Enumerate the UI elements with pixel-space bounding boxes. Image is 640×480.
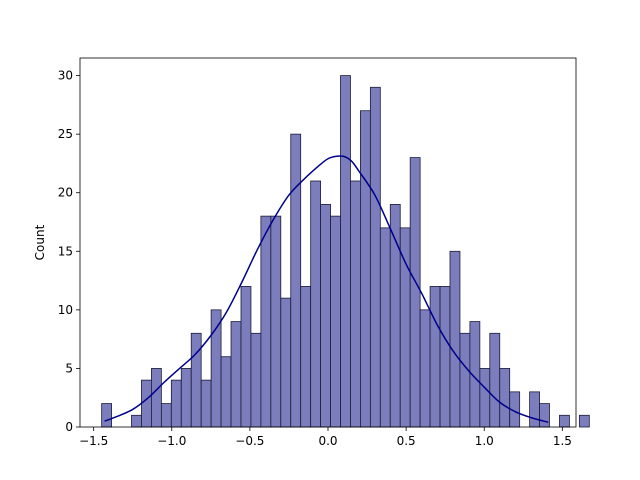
x-tick-label: −0.5 bbox=[235, 434, 264, 448]
x-tick-label: 1.5 bbox=[553, 434, 572, 448]
histogram-bar bbox=[379, 227, 391, 428]
x-tick-label: 0.5 bbox=[397, 434, 416, 448]
x-axis: −1.5 −1.0 −0.5 0.0 0.5 1.0 1.5 bbox=[79, 427, 572, 448]
histogram-bar bbox=[409, 157, 421, 428]
y-axis: 0 5 10 15 20 25 30 bbox=[58, 69, 80, 434]
histogram-bar bbox=[270, 215, 282, 428]
x-tick-label: −1.0 bbox=[157, 434, 186, 448]
histogram-bar bbox=[290, 133, 302, 428]
histogram-bar bbox=[419, 309, 431, 428]
histogram-bar bbox=[300, 286, 312, 428]
histogram-bar bbox=[429, 286, 441, 428]
histogram-bar bbox=[578, 414, 590, 428]
y-tick-label: 25 bbox=[58, 127, 73, 141]
histogram-bar bbox=[151, 368, 162, 428]
histogram-bar bbox=[131, 414, 142, 428]
histogram-bar bbox=[389, 204, 401, 428]
histogram-bar bbox=[190, 332, 202, 428]
histogram-bar bbox=[170, 379, 182, 428]
x-tick-label: −1.5 bbox=[79, 434, 108, 448]
histogram-bar bbox=[340, 75, 351, 428]
histogram-bar bbox=[330, 215, 341, 428]
histogram-bar bbox=[489, 332, 501, 428]
histogram-bar bbox=[449, 250, 461, 428]
histogram-bar bbox=[559, 414, 570, 428]
kde-curve bbox=[104, 155, 549, 424]
histogram-bar bbox=[240, 286, 252, 428]
histogram-bar bbox=[180, 368, 192, 428]
histogram-bar bbox=[200, 379, 212, 428]
histogram-bar bbox=[220, 356, 232, 428]
histogram-bar bbox=[369, 86, 381, 428]
histogram-bar bbox=[399, 227, 411, 428]
histogram-bar bbox=[160, 403, 172, 428]
x-tick-label: 1.0 bbox=[475, 434, 494, 448]
y-tick-label: 15 bbox=[58, 244, 73, 258]
histogram-bar bbox=[439, 286, 451, 428]
histogram-bar bbox=[350, 180, 361, 428]
y-axis-label: Count bbox=[33, 224, 47, 260]
y-tick-label: 30 bbox=[58, 69, 73, 83]
x-tick-label: 0.0 bbox=[318, 434, 337, 448]
histogram-bar bbox=[479, 368, 491, 428]
y-tick-label: 5 bbox=[65, 361, 73, 375]
y-tick-label: 10 bbox=[58, 303, 73, 317]
y-tick-label: 20 bbox=[58, 186, 73, 200]
histogram-bar bbox=[539, 403, 550, 428]
histogram-bar bbox=[529, 391, 540, 428]
histogram-bar bbox=[459, 332, 471, 428]
histogram-bar bbox=[250, 332, 262, 428]
histogram-bar bbox=[230, 321, 242, 428]
histogram-bar bbox=[260, 215, 272, 428]
histogram-bar bbox=[141, 379, 152, 428]
histogram-bar bbox=[360, 110, 371, 428]
histogram-bar bbox=[280, 297, 292, 428]
histogram-bar bbox=[101, 403, 113, 428]
y-tick-label: 0 bbox=[65, 420, 73, 434]
histogram-bar bbox=[499, 368, 511, 428]
histogram-bar bbox=[310, 180, 322, 428]
histogram-bar bbox=[320, 204, 331, 428]
